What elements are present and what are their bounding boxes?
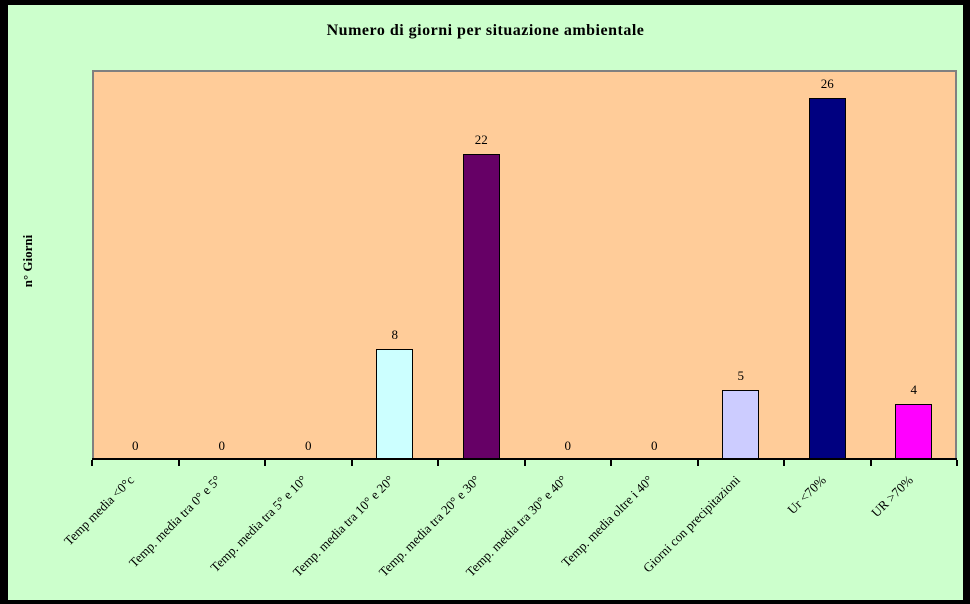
bar-value-label-4: 22	[474, 132, 488, 147]
bar-value-label-6: 0	[651, 438, 658, 453]
bar-value-label-2: 0	[305, 438, 312, 453]
chart-title: Numero di giorni per situazione ambienta…	[326, 22, 645, 39]
x-axis-line	[92, 458, 957, 460]
x-axis-tick-0	[91, 460, 93, 466]
bar-value-label-0: 0	[132, 438, 139, 453]
x-axis-tick-9	[869, 460, 872, 466]
bar-value-label-9: 4	[910, 382, 918, 397]
x-axis-tick-7	[696, 460, 699, 466]
x-axis-tick-5	[523, 460, 526, 466]
x-axis-tick-1	[177, 460, 180, 466]
bar-value-label-1: 0	[218, 438, 226, 453]
y-axis-title: n° Giorni	[20, 234, 35, 288]
bar-9	[895, 404, 933, 460]
x-axis-tick-2	[264, 460, 266, 466]
x-axis-tick-10	[956, 460, 958, 466]
bar-4	[462, 154, 500, 460]
bar-8	[808, 98, 846, 460]
bar-value-label-3: 8	[391, 327, 399, 342]
x-axis-tick-8	[783, 460, 785, 466]
bar-value-label-7: 5	[737, 368, 745, 383]
bar-3	[376, 349, 414, 460]
bar-value-label-5: 0	[564, 438, 572, 453]
bar-7	[722, 390, 760, 460]
x-axis-tick-4	[437, 460, 439, 466]
x-axis-tick-6	[610, 460, 612, 466]
bar-value-label-8: 26	[820, 76, 834, 91]
x-axis-tick-3	[350, 460, 353, 466]
chart-canvas: Numero di giorni per situazione ambienta…	[8, 5, 963, 600]
